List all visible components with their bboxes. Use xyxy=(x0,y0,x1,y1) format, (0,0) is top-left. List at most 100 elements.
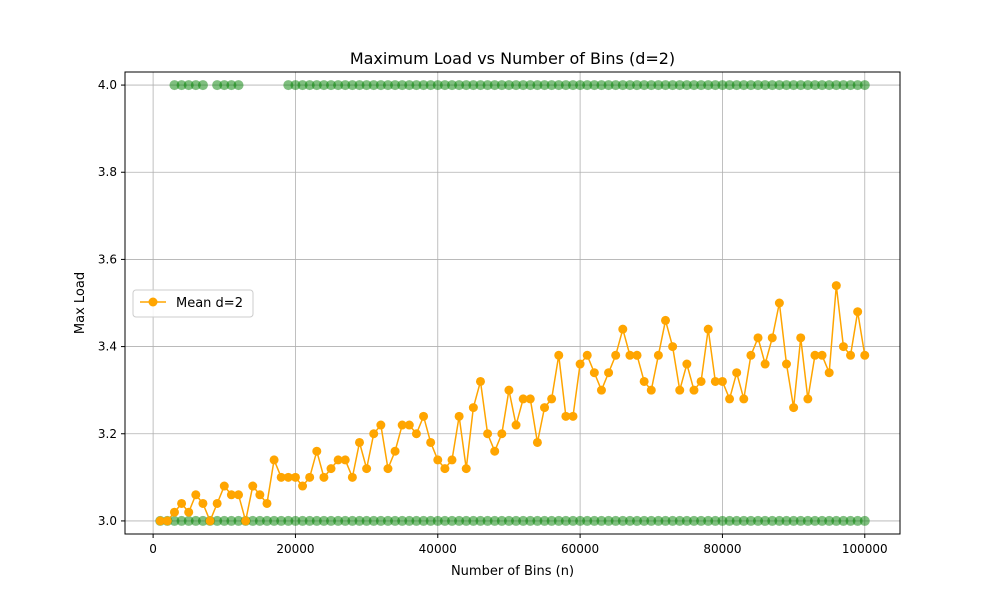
trial-point-load3 xyxy=(596,515,607,526)
trial-point-load4 xyxy=(375,80,386,91)
trial-point-load3 xyxy=(817,515,828,526)
mean-point xyxy=(241,516,251,526)
trial-point-load3 xyxy=(518,515,529,526)
mean-line xyxy=(160,284,866,522)
trial-point-load4 xyxy=(582,80,593,91)
trial-point-load3 xyxy=(859,515,870,526)
mean-point xyxy=(596,385,606,395)
mean-point xyxy=(746,350,756,360)
trial-point-load4 xyxy=(717,80,728,91)
trial-point-load3 xyxy=(724,515,735,526)
mean-point xyxy=(831,281,841,291)
mean-point xyxy=(312,446,322,456)
trial-point-load3 xyxy=(674,515,685,526)
trial-point-load3 xyxy=(461,515,472,526)
trial-point-load3 xyxy=(276,515,287,526)
trial-point-load4 xyxy=(233,80,244,91)
trial-point-load3 xyxy=(261,515,272,526)
mean-point xyxy=(639,376,649,386)
trial-point-load4 xyxy=(639,80,650,91)
trial-point-load4 xyxy=(511,80,522,91)
trial-point-load3 xyxy=(696,515,707,526)
x-tick-label: 80000 xyxy=(703,542,741,556)
mean-point xyxy=(703,324,713,334)
mean-point xyxy=(468,403,478,413)
trial-point-load3 xyxy=(610,515,621,526)
trial-point-load3 xyxy=(582,515,593,526)
trial-point-load4 xyxy=(681,80,692,91)
trial-point-load3 xyxy=(404,515,415,526)
mean-point xyxy=(347,472,357,482)
y-axis-ticks: 3.0 3.2 3.4 3.6 3.8 4.0 xyxy=(98,78,125,528)
mean-point xyxy=(653,350,663,360)
mean-point xyxy=(717,376,727,386)
legend-swatch-marker xyxy=(148,297,158,307)
trial-point-load4 xyxy=(176,80,187,91)
mean-point xyxy=(725,394,735,404)
trial-point-load3 xyxy=(190,515,201,526)
trial-point-load4 xyxy=(688,80,699,91)
mean-point xyxy=(191,490,201,500)
plot-frame xyxy=(124,71,901,535)
mean-point xyxy=(340,455,350,465)
mean-point xyxy=(803,394,813,404)
trial-point-load3 xyxy=(447,515,458,526)
trial-point-load4 xyxy=(418,80,429,91)
trial-point-load3 xyxy=(318,515,329,526)
chart-title: Maximum Load vs Number of Bins (d=2) xyxy=(350,49,675,68)
trial-point-load3 xyxy=(667,515,678,526)
trial-point-load3 xyxy=(539,515,550,526)
trial-point-load3 xyxy=(845,515,856,526)
trial-point-load4 xyxy=(660,80,671,91)
trial-point-load3 xyxy=(290,515,301,526)
trial-point-load4 xyxy=(646,80,657,91)
trial-point-load3 xyxy=(809,515,820,526)
mean-point xyxy=(262,498,272,508)
trial-point-load4 xyxy=(852,80,863,91)
trial-point-load3 xyxy=(632,515,643,526)
trial-point-load4 xyxy=(354,80,365,91)
trial-point-load4 xyxy=(539,80,550,91)
mean-point xyxy=(710,376,720,386)
trial-point-load3 xyxy=(489,515,500,526)
trial-point-load4 xyxy=(518,80,529,91)
trial-points xyxy=(155,80,870,526)
mean-point xyxy=(781,359,791,369)
mean-point xyxy=(853,307,863,317)
trial-point-load3 xyxy=(511,515,522,526)
mean-point xyxy=(426,437,436,447)
mean-point xyxy=(255,490,265,500)
trial-point-load3 xyxy=(432,515,443,526)
trial-point-load4 xyxy=(859,80,870,91)
mean-point xyxy=(497,429,507,439)
trial-point-load4 xyxy=(532,80,543,91)
y-axis-label: Max Load xyxy=(73,272,88,334)
trial-point-load3 xyxy=(681,515,692,526)
mean-point xyxy=(604,368,614,378)
mean-point xyxy=(248,481,258,491)
mean-point xyxy=(575,359,585,369)
trial-point-load3 xyxy=(624,515,635,526)
trial-point-load3 xyxy=(311,515,322,526)
mean-point xyxy=(810,350,820,360)
trial-point-load4 xyxy=(197,80,208,91)
trial-point-load4 xyxy=(596,80,607,91)
y-tick-label: 3.2 xyxy=(98,427,117,441)
x-tick-label: 60000 xyxy=(561,542,599,556)
trial-point-load3 xyxy=(197,515,208,526)
trial-point-load3 xyxy=(560,515,571,526)
x-axis-label: Number of Bins (n) xyxy=(451,564,574,579)
mean-point xyxy=(169,507,179,517)
mean-point xyxy=(540,403,550,413)
trial-point-load4 xyxy=(845,80,856,91)
trial-point-load3 xyxy=(852,515,863,526)
mean-point xyxy=(625,350,635,360)
trial-point-load3 xyxy=(688,515,699,526)
mean-point xyxy=(447,455,457,465)
trial-point-load4 xyxy=(333,80,344,91)
trial-point-load3 xyxy=(617,515,628,526)
trial-point-load3 xyxy=(390,515,401,526)
mean-point xyxy=(824,368,834,378)
mean-point xyxy=(518,394,528,404)
mean-point xyxy=(511,420,521,430)
